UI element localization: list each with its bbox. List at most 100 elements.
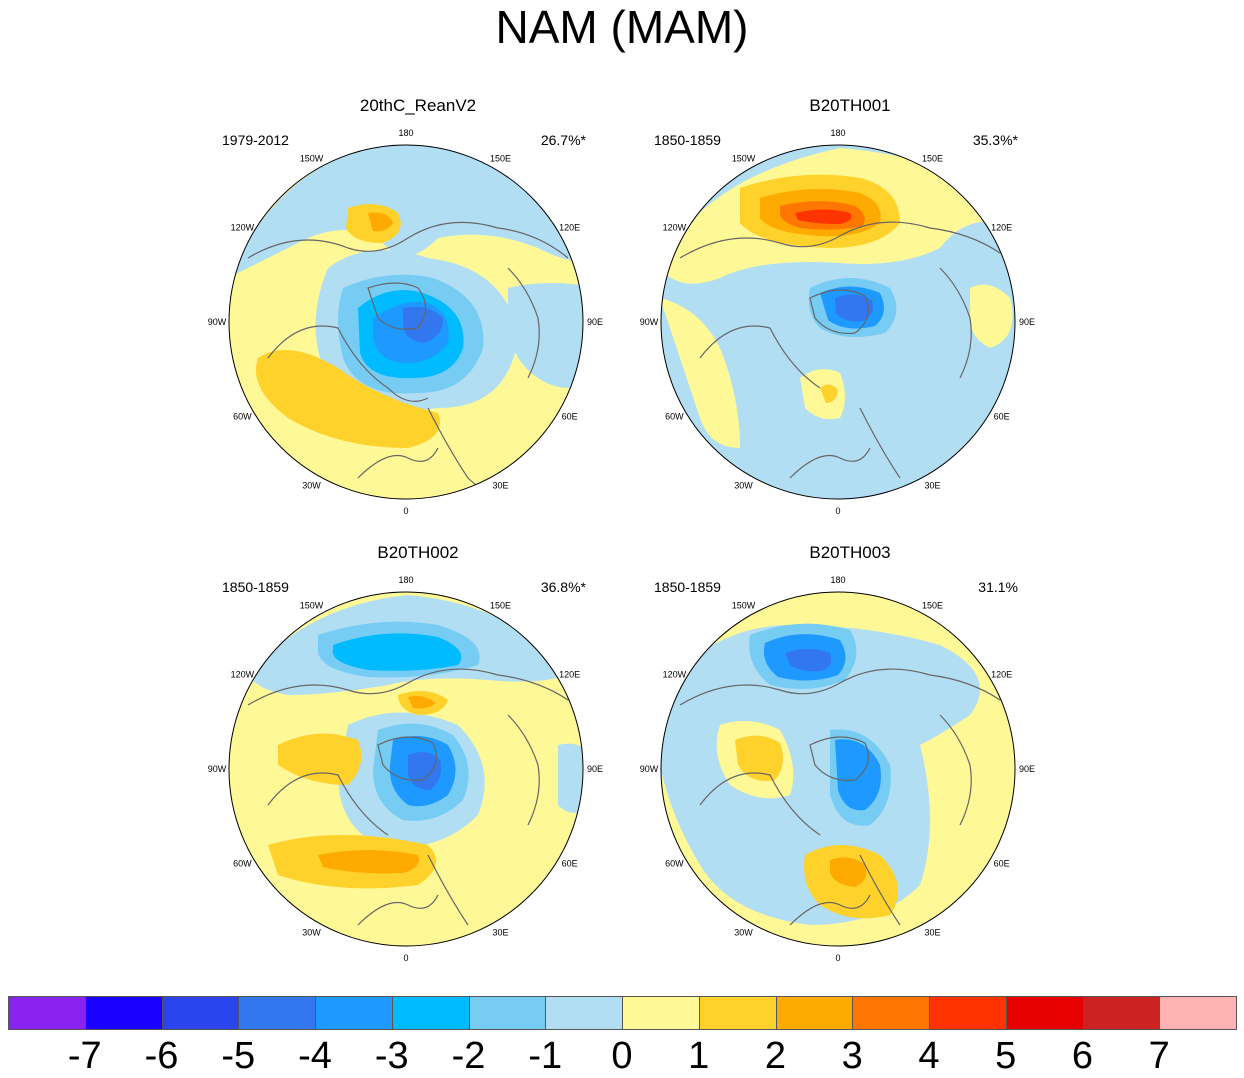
colorbar-label: -6	[144, 1035, 179, 1077]
polar-map: 180 150E 120E 90E 60E 30E 0 30W 60W 90W 120W 150W	[208, 128, 603, 516]
longitude-label: 150W	[732, 153, 756, 163]
colorbar-swatch	[315, 996, 393, 1030]
panel-title: B20TH002	[377, 543, 459, 562]
map-panel: B20TH002 1850-1859 36.8%*	[198, 543, 638, 963]
panel-title: B20TH001	[809, 96, 891, 115]
longitude-label: 120E	[991, 670, 1012, 680]
variance-percent: 35.3%*	[972, 132, 1018, 148]
colorbar-label: 4	[918, 1035, 940, 1077]
longitude-label: 90E	[1019, 317, 1035, 327]
period-label: 1850-1859	[654, 132, 721, 148]
longitude-label: 0	[835, 506, 840, 516]
colorbar-label: -5	[221, 1035, 256, 1077]
longitude-label: 60E	[562, 859, 578, 869]
colorbar-swatch	[1005, 996, 1084, 1030]
longitude-label: 0	[835, 953, 840, 963]
longitude-label: 180	[830, 575, 845, 585]
period-label: 1850-1859	[654, 579, 721, 595]
longitude-label: 60E	[994, 859, 1010, 869]
longitude-label: 60W	[665, 859, 684, 869]
longitude-label: 60E	[562, 412, 578, 422]
map-panel: B20TH001 1850-1859 35.3%* 18	[630, 96, 1070, 516]
map-panel: B20TH003 1850-1859 31.1% 180 150E 120E 90E 6…	[630, 543, 1070, 963]
longitude-label: 60E	[994, 412, 1010, 422]
colorbar-label: -1	[528, 1035, 563, 1077]
colorbar-swatch	[929, 996, 1007, 1030]
longitude-label: 150W	[300, 153, 324, 163]
longitude-label: 150E	[490, 600, 511, 610]
polar-map: 180 150E 120E 90E 60E 30E 0 30W 60W 90W 120W 150W	[640, 128, 1035, 516]
colorbar-swatch	[84, 996, 163, 1030]
colorbar-label: -3	[374, 1035, 409, 1077]
longitude-label: 150E	[922, 153, 943, 163]
longitude-label: 90W	[208, 764, 227, 774]
longitude-label: 30W	[734, 928, 753, 938]
panel-title: 20thC_ReanV2	[359, 96, 477, 115]
colorbar-swatch	[545, 996, 623, 1030]
colorbar-swatch	[8, 996, 86, 1030]
longitude-label: 30W	[302, 481, 321, 491]
colorbar-swatch	[391, 996, 470, 1030]
period-label: 1850-1859	[222, 579, 289, 595]
longitude-label: 60W	[665, 412, 684, 422]
longitude-label: 180	[830, 128, 845, 138]
colorbar-label: 5	[995, 1035, 1017, 1077]
longitude-label: 150E	[922, 600, 943, 610]
polar-map: 180 150E 120E 90E 60E 30E 0 30W 60W 90W 120W 150W	[640, 575, 1035, 963]
longitude-label: 120W	[231, 670, 255, 680]
colorbar-label: 2	[764, 1035, 787, 1077]
longitude-label: 120E	[559, 223, 580, 233]
longitude-label: 180	[398, 575, 413, 585]
colorbar-label: 0	[611, 1035, 633, 1077]
colorbar-swatch	[1082, 996, 1161, 1030]
colorbar-label: -4	[298, 1035, 332, 1077]
colorbar-swatch	[622, 996, 700, 1030]
longitude-label: 90W	[208, 317, 227, 327]
colorbar-swatch	[852, 996, 930, 1030]
colorbar-swatch	[238, 996, 316, 1030]
colorbar-swatch	[1159, 996, 1237, 1030]
longitude-label: 60W	[233, 859, 252, 869]
variance-percent: 26.7%*	[540, 132, 586, 148]
colorbar-label: 6	[1071, 1035, 1094, 1077]
variance-percent: 31.1%	[978, 579, 1018, 595]
colorbar-label: -2	[451, 1035, 486, 1077]
longitude-label: 30W	[734, 481, 753, 491]
colorbar-swatch	[161, 996, 240, 1030]
longitude-label: 30E	[492, 928, 508, 938]
longitude-label: 30E	[492, 481, 508, 491]
colorbar-label: -7	[67, 1035, 102, 1077]
polar-map: 180 150E 120E 90E 60E 30E 0 30W 60W 90W 120W 150W	[208, 575, 603, 963]
longitude-label: 0	[403, 953, 408, 963]
panel-title: B20TH003	[809, 543, 891, 562]
colorbar-swatch	[698, 996, 777, 1030]
longitude-label: 90E	[1019, 764, 1035, 774]
colorbar	[8, 996, 1237, 1032]
colorbar-label: 3	[841, 1035, 863, 1077]
colorbar-label: 7	[1148, 1035, 1170, 1077]
longitude-label: 30W	[302, 928, 321, 938]
colorbar-swatch	[775, 996, 854, 1030]
figure-title: NAM (MAM)	[495, 1, 749, 53]
longitude-label: 120E	[559, 670, 580, 680]
longitude-label: 90E	[587, 764, 603, 774]
longitude-label: 150W	[300, 600, 324, 610]
longitude-label: 120E	[991, 223, 1012, 233]
colorbar-label: 1	[688, 1035, 710, 1077]
longitude-label: 90E	[587, 317, 603, 327]
map-panel: 20thC_ReanV2 1979-2012 26.7%* 180 150E 120…	[198, 96, 638, 516]
longitude-label: 30E	[924, 481, 940, 491]
longitude-label: 120W	[231, 223, 255, 233]
longitude-label: 60W	[233, 412, 252, 422]
longitude-label: 150E	[490, 153, 511, 163]
variance-percent: 36.8%*	[540, 579, 586, 595]
longitude-label: 120W	[663, 670, 687, 680]
longitude-label: 180	[398, 128, 413, 138]
longitude-label: 150W	[732, 600, 756, 610]
longitude-label: 90W	[640, 317, 659, 327]
longitude-label: 30E	[924, 928, 940, 938]
longitude-label: 0	[403, 506, 408, 516]
longitude-label: 120W	[663, 223, 687, 233]
colorbar-swatch	[468, 996, 547, 1030]
longitude-label: 90W	[640, 764, 659, 774]
